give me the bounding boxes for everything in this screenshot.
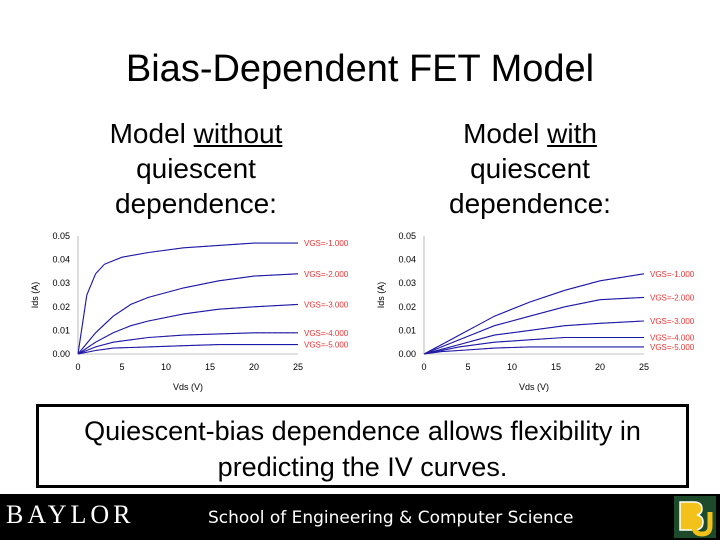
measured-curve-1	[77, 242, 298, 355]
right-heading-underlined: with	[547, 118, 597, 149]
measured-curve-4	[77, 332, 298, 355]
y-tick-label: 0.02	[52, 302, 70, 312]
series-label: VGS=-2.000	[304, 270, 349, 279]
y-tick-label: 0.05	[398, 231, 416, 241]
school-name: School of Engineering & Computer Science	[208, 508, 574, 528]
footer-bar: BAYLOR School of Engineering & Computer …	[0, 494, 720, 540]
iv-chart-with-quiescent: 0 5 10 15 20 25 0.00 0.01 0.02 0.03 0.04 0.05 Vds (V…	[376, 231, 695, 392]
model-curve-3	[423, 320, 645, 355]
model-curve-5	[423, 346, 644, 355]
x-tick-label: 15	[205, 362, 215, 372]
y-tick-label: 0.00	[52, 349, 70, 359]
series-label: VGS=-4.000	[650, 333, 695, 342]
y-axis-label: Ids (A)	[30, 282, 40, 309]
model-curve-5	[77, 344, 298, 355]
x-tick-label: 25	[293, 362, 303, 372]
model-curve-3	[77, 303, 299, 355]
x-tick-label: 5	[119, 362, 124, 372]
y-axis-label: Ids (A)	[376, 282, 386, 309]
series-label: VGS=-5.000	[650, 343, 695, 352]
series-label: VGS=-3.000	[304, 300, 349, 309]
model-curve-2	[423, 296, 645, 355]
model-curve-1	[77, 242, 298, 355]
right-column-heading: Model with quiescent dependence:	[400, 116, 660, 221]
y-tick-label: 0.03	[52, 278, 70, 288]
x-tick-label: 0	[75, 362, 80, 372]
series-label: VGS=-2.000	[650, 293, 695, 302]
y-tick-label: 0.04	[398, 255, 416, 265]
measured-curve-1	[423, 273, 645, 355]
left-column-heading: Model without quiescent dependence:	[66, 116, 326, 221]
slide-title: Bias-Dependent FET Model	[125, 48, 595, 90]
x-tick-label: 0	[421, 362, 426, 372]
baylor-bu-logo-icon	[674, 496, 716, 538]
callout-text: Quiescent-bias dependence allows flexibi…	[84, 416, 641, 482]
x-tick-label: 5	[465, 362, 470, 372]
series-label: VGS=-1.000	[304, 239, 349, 248]
model-curve-1	[423, 273, 645, 355]
model-curve-4	[423, 336, 644, 355]
left-heading-underlined: without	[193, 118, 283, 149]
y-tick-label: 0.02	[398, 302, 416, 312]
series-label: VGS=-4.000	[304, 329, 349, 338]
series-label: VGS=-1.000	[650, 270, 695, 279]
left-heading-prefix: Model	[109, 118, 194, 149]
measured-curve-2	[77, 273, 299, 355]
y-tick-label: 0.01	[398, 325, 416, 335]
baylor-wordmark: BAYLOR	[6, 500, 135, 529]
x-tick-label: 10	[507, 362, 517, 372]
x-tick-label: 25	[639, 362, 649, 372]
y-tick-label: 0.00	[398, 349, 416, 359]
x-tick-label: 15	[551, 362, 561, 372]
x-tick-label: 20	[595, 362, 605, 372]
y-tick-label: 0.04	[52, 255, 70, 265]
y-tick-label: 0.01	[52, 325, 70, 335]
x-axis-label: Vds (V)	[519, 382, 549, 392]
left-heading-rest: quiescent dependence:	[115, 153, 277, 219]
model-curve-4	[77, 332, 298, 355]
y-tick-label: 0.05	[52, 231, 70, 241]
measured-curve-3	[77, 303, 299, 355]
x-tick-label: 20	[249, 362, 259, 372]
right-heading-prefix: Model	[463, 118, 548, 149]
series-label: VGS=-5.000	[304, 341, 349, 350]
x-tick-label: 10	[161, 362, 171, 372]
x-axis-label: Vds (V)	[173, 382, 203, 392]
model-curve-2	[77, 273, 299, 355]
right-heading-rest: quiescent dependence:	[449, 153, 611, 219]
y-tick-label: 0.03	[398, 278, 416, 288]
callout-box: Quiescent-bias dependence allows flexibi…	[36, 404, 689, 488]
iv-chart-without-quiescent: 0 5 10 15 20 25 0.00 0.01 0.02 0.03 0.04 0.05 Vds (V…	[30, 231, 349, 392]
series-label: VGS=-3.000	[650, 317, 695, 326]
